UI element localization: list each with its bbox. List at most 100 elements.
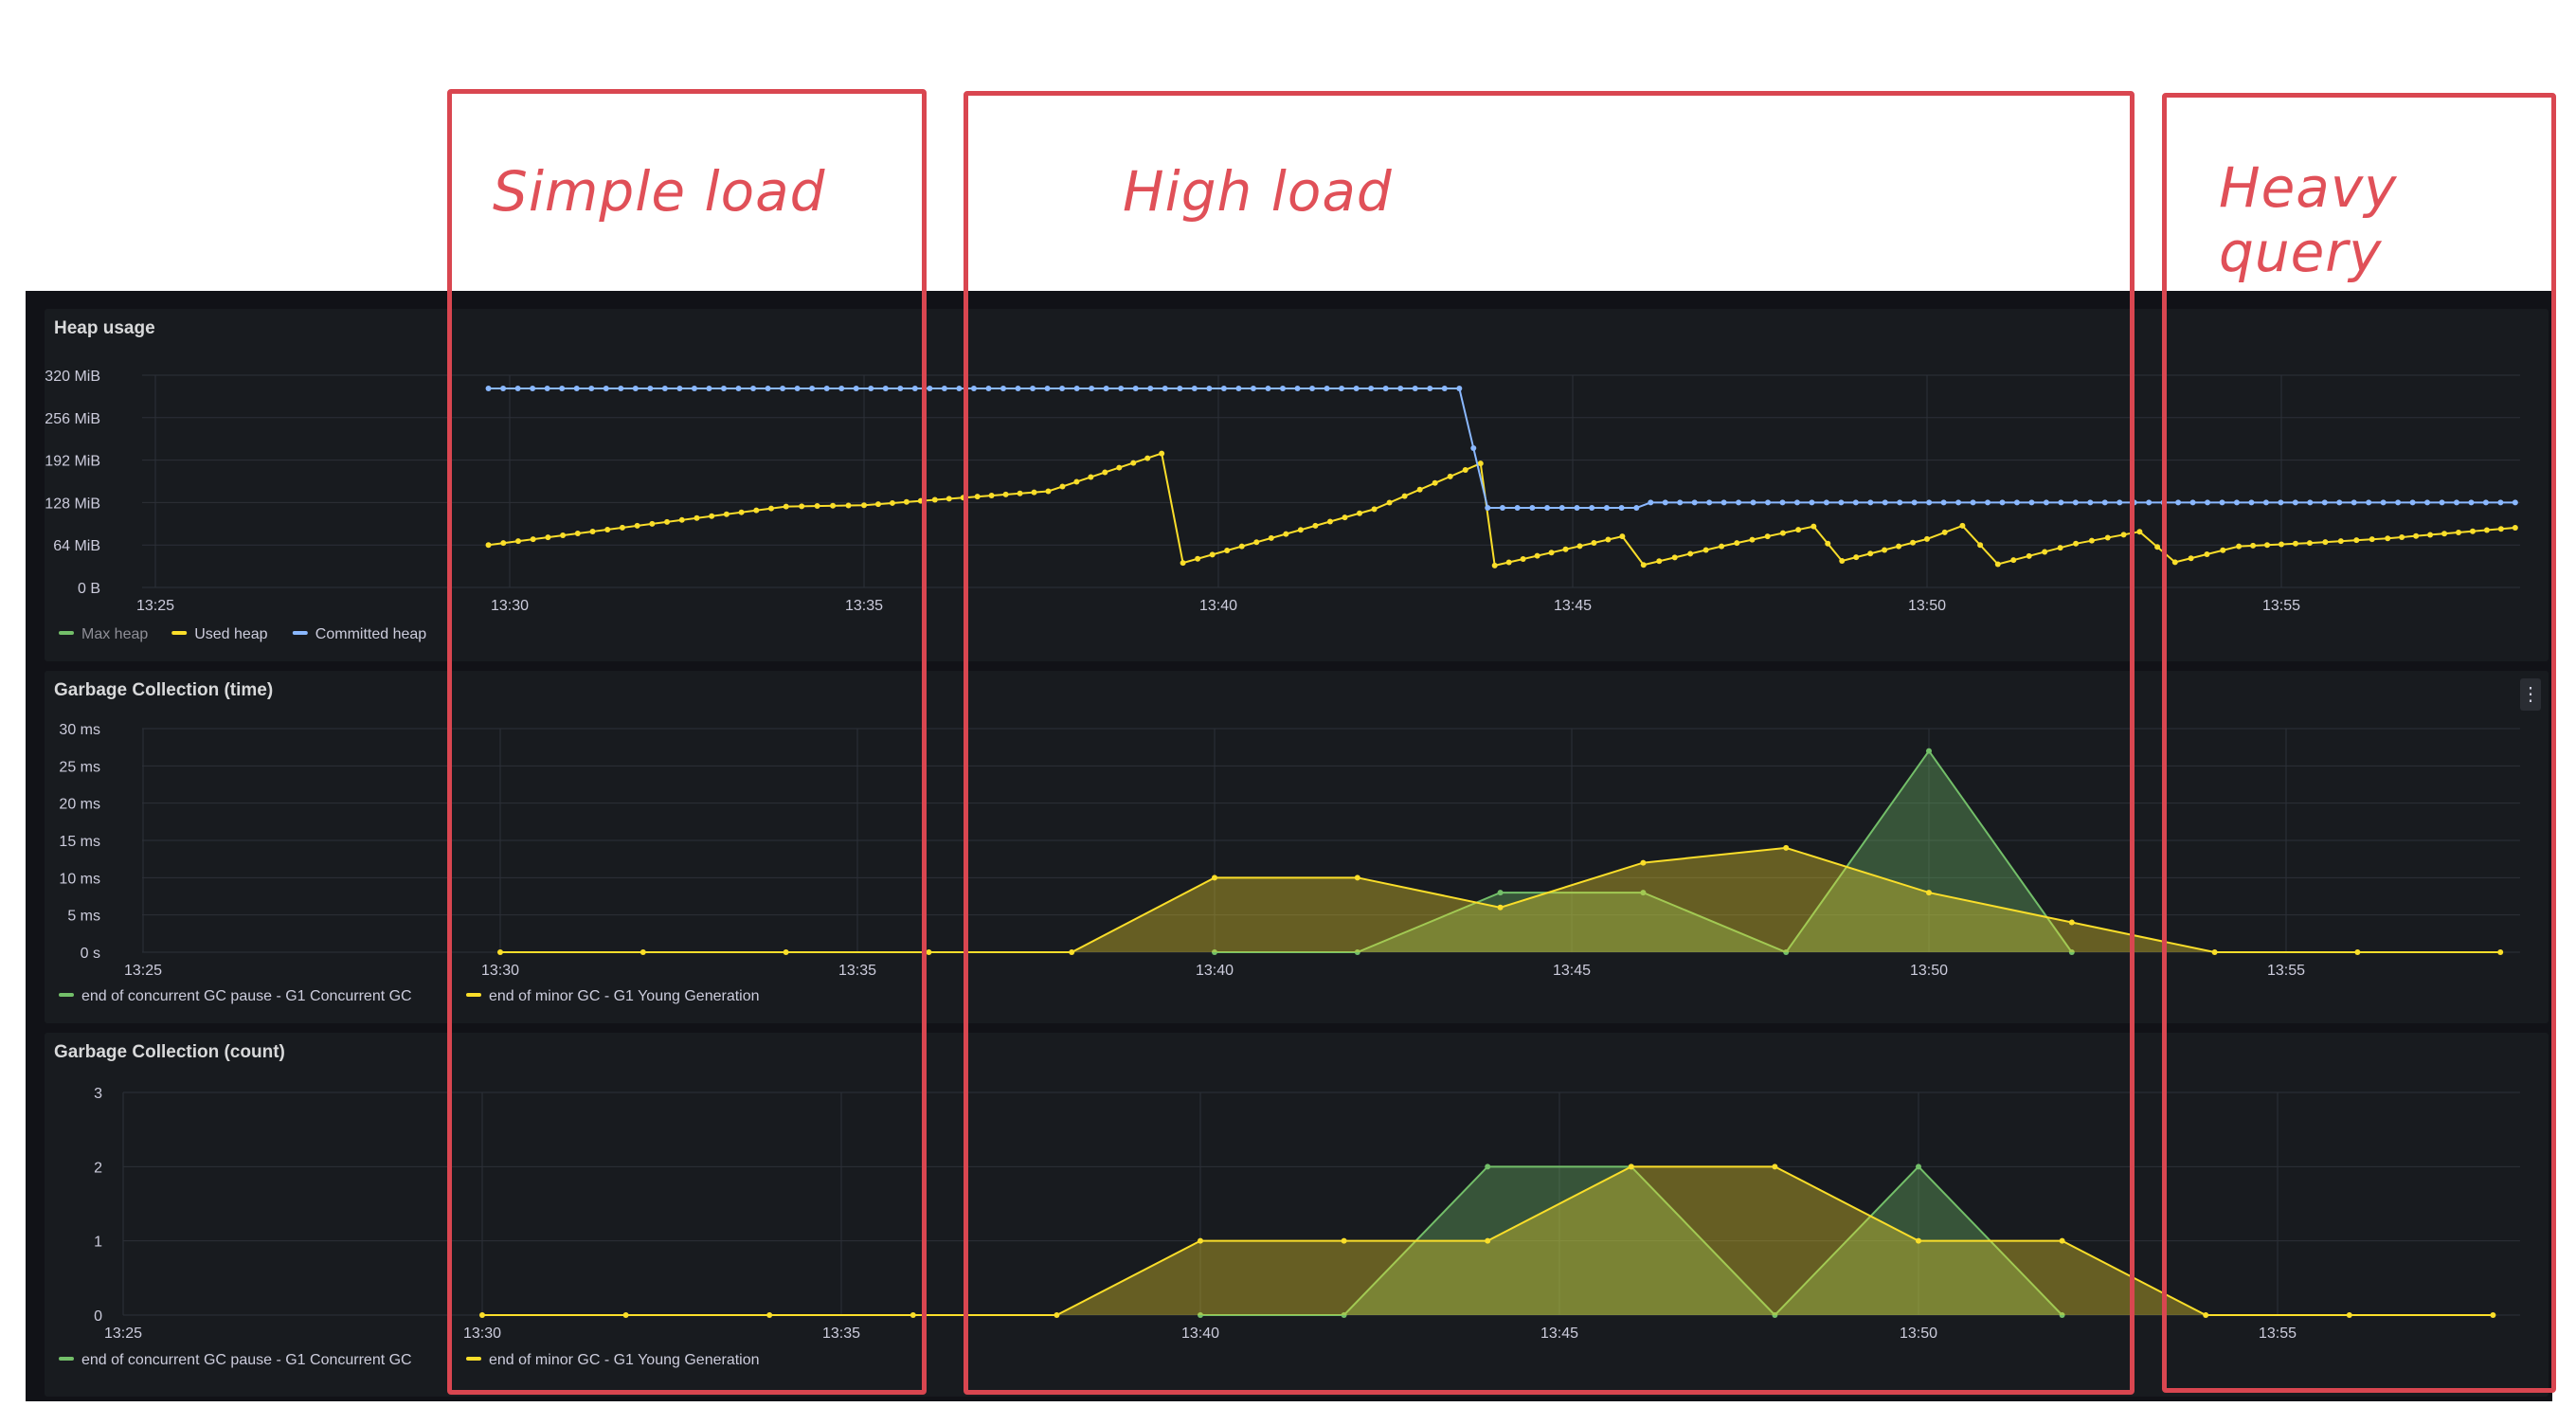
data-point: [988, 493, 995, 499]
y-tick-label: 320 MiB: [45, 369, 100, 385]
data-point: [2068, 949, 2075, 955]
y-tick-label: 0: [94, 1308, 102, 1325]
data-point: [661, 386, 668, 391]
data-point: [1783, 844, 1790, 851]
data-point: [1401, 493, 1408, 499]
data-point: [1371, 506, 1378, 513]
data-point: [647, 386, 654, 391]
data-point: [1462, 467, 1468, 473]
data-point: [1926, 748, 1932, 754]
data-point: [1312, 522, 1319, 529]
data-point: [1687, 550, 1694, 557]
data-point: [1031, 489, 1037, 496]
data-point: [1470, 445, 1477, 451]
data-point: [1911, 499, 1918, 506]
data-point: [1073, 478, 1080, 485]
heavy-query-label: Heavy query: [2219, 155, 2398, 284]
data-point: [2490, 1312, 2496, 1318]
data-point: [479, 1312, 485, 1318]
data-point: [910, 1312, 916, 1318]
data-point: [1220, 386, 1227, 391]
data-point: [1147, 386, 1154, 391]
data-point: [1341, 1237, 1347, 1244]
data-point: [1069, 949, 1075, 955]
data-point: [1793, 499, 1800, 506]
data-point: [676, 386, 683, 391]
data-point: [1357, 510, 1363, 516]
data-point: [1045, 488, 1052, 495]
data-point: [897, 386, 904, 391]
data-point: [2088, 537, 2095, 544]
data-point: [2497, 949, 2504, 955]
x-tick-label: 13:35: [822, 1326, 860, 1342]
data-point: [931, 496, 938, 503]
data-point: [911, 386, 918, 391]
data-point: [1558, 505, 1565, 511]
data-point: [1750, 499, 1756, 506]
data-point: [2456, 529, 2461, 535]
data-point: [1867, 499, 1874, 506]
data-point: [649, 520, 656, 527]
data-point: [1054, 1312, 1060, 1318]
data-point: [2026, 552, 2032, 559]
y-tick-label: 64 MiB: [53, 538, 100, 554]
data-point: [1574, 505, 1580, 511]
data-point: [691, 386, 697, 391]
data-point: [1999, 499, 2006, 506]
data-point: [1970, 499, 1976, 506]
data-point: [694, 514, 700, 521]
legend-label: Used heap: [194, 626, 267, 642]
data-point: [1198, 1237, 1203, 1244]
data-point: [1294, 386, 1301, 391]
data-point: [1853, 554, 1860, 561]
data-point: [1130, 460, 1137, 466]
data-point: [2497, 499, 2504, 506]
data-point: [1162, 386, 1168, 391]
data-point: [2439, 499, 2445, 506]
panel-menu-button[interactable]: ⋮: [2520, 678, 2541, 711]
data-point: [2354, 949, 2361, 955]
data-point: [2073, 540, 2080, 547]
data-point: [861, 502, 867, 509]
data-point: [1809, 499, 1815, 506]
data-point: [1002, 491, 1009, 497]
data-point: [1591, 539, 1597, 546]
data-point: [1764, 533, 1771, 540]
data-point: [1619, 533, 1626, 540]
data-point: [1206, 386, 1213, 391]
legend-label: Committed heap: [315, 626, 426, 642]
data-point: [1656, 558, 1663, 565]
data-point: [766, 1312, 773, 1318]
y-tick-label: 2: [94, 1160, 102, 1176]
data-point: [1839, 558, 1846, 564]
data-point: [941, 386, 947, 391]
data-point: [2205, 499, 2211, 506]
y-tick-label: 25 ms: [59, 759, 100, 775]
panel-title: Garbage Collection (count): [54, 1042, 285, 1062]
data-point: [926, 949, 932, 955]
data-point: [2306, 540, 2313, 547]
legend-label: end of concurrent GC pause - G1 Concurre…: [81, 988, 412, 1004]
data-point: [1342, 514, 1348, 521]
data-point: [1940, 499, 1947, 506]
data-point: [1268, 534, 1274, 541]
data-point: [1618, 505, 1625, 511]
data-point: [1195, 555, 1201, 562]
x-tick-label: 13:40: [1181, 1326, 1219, 1342]
data-point: [1941, 529, 1948, 535]
data-point: [1235, 386, 1242, 391]
data-point: [1783, 949, 1790, 955]
data-point: [1765, 499, 1772, 506]
x-tick-label: 13:25: [136, 598, 174, 614]
data-point: [1825, 540, 1831, 547]
data-point: [1779, 530, 1786, 536]
data-point: [1897, 499, 1903, 506]
data-point: [2059, 1237, 2065, 1244]
data-point: [874, 501, 881, 508]
data-point: [1648, 499, 1654, 506]
data-point: [2322, 539, 2329, 546]
y-tick-label: 30 ms: [59, 722, 100, 738]
panel-title: Garbage Collection (time): [54, 680, 274, 700]
data-point: [588, 386, 595, 391]
data-point: [838, 386, 845, 391]
